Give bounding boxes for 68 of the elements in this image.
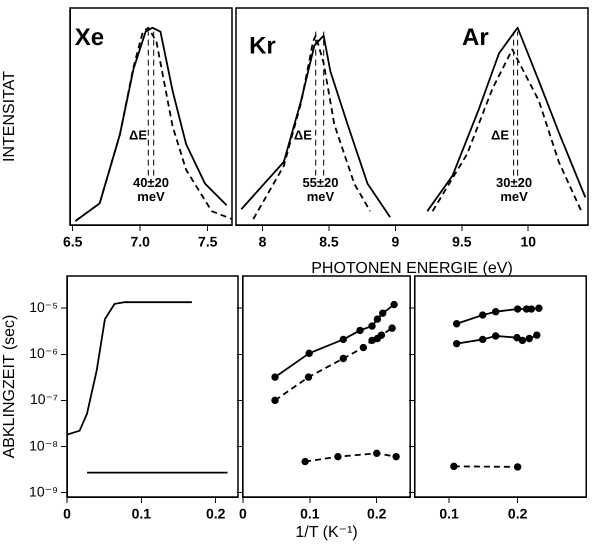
point (452, 340, 460, 348)
x-tick-label: 0 (63, 505, 72, 522)
annotation: ΔE (490, 128, 510, 143)
annotation: ΔE (294, 128, 312, 143)
point (368, 336, 376, 344)
point (452, 320, 460, 328)
point (271, 373, 279, 381)
x-tick-label: 9 (392, 233, 400, 250)
point (450, 462, 458, 470)
x-tick-label: 0.2 (508, 505, 528, 522)
annotation: 55±20 meV (302, 174, 339, 204)
point (528, 305, 536, 313)
point (533, 331, 541, 339)
point (340, 354, 347, 362)
point (368, 322, 376, 330)
x-tick-label: 0.1 (439, 505, 460, 522)
point (492, 308, 500, 316)
point (392, 452, 400, 460)
x-tick-label: 0 (238, 505, 247, 522)
point (518, 336, 526, 344)
annotation: Ar (462, 24, 489, 52)
x-tick-label: 8 (258, 233, 267, 250)
annotation: 40±20 meV (132, 174, 170, 204)
point (374, 315, 382, 323)
x-tick-label: 0.1 (300, 505, 320, 522)
point (492, 332, 500, 340)
point (373, 450, 380, 458)
x-axis-title: PHOTONEN ENERGIE (eV) (311, 260, 513, 277)
x-tick-label: 7.0 (130, 233, 150, 250)
x-tick-label: 0.1 (132, 505, 152, 522)
point (356, 326, 364, 334)
point (513, 334, 521, 342)
point (304, 373, 312, 381)
annotation: 30±20 meV (496, 174, 532, 204)
point (514, 305, 522, 313)
y-tick-label: 10⁻⁷ (30, 391, 58, 408)
y-tick-label: 10⁻⁸ (29, 437, 58, 454)
point (379, 309, 386, 317)
point (378, 331, 386, 339)
point (478, 336, 486, 344)
point (390, 300, 398, 308)
y-axis-title: ABKLINGZEIT (sec) (1, 314, 18, 458)
x-tick-label: 10 (520, 233, 536, 250)
point (271, 396, 279, 404)
x-axis-title: 1/T (K⁻¹) (295, 524, 358, 541)
annotation: Xe (74, 24, 104, 52)
point (340, 336, 347, 344)
x-tick-label: 8.5 (319, 233, 339, 250)
y-axis-title: INTENSITAT (1, 70, 18, 162)
point (526, 334, 533, 342)
point (305, 350, 313, 358)
annotation: Kr (249, 32, 276, 60)
point (360, 344, 368, 352)
x-tick-label: 0.2 (367, 505, 387, 522)
point (535, 304, 543, 312)
x-tick-label: 0.2 (206, 505, 226, 522)
x-tick-label: 6.5 (62, 233, 83, 250)
point (388, 324, 396, 332)
y-tick-label: 10⁻⁵ (29, 299, 58, 316)
point (514, 463, 522, 471)
x-tick-label: 7.5 (198, 233, 218, 250)
y-tick-label: 10⁻⁹ (29, 483, 58, 500)
point (334, 452, 342, 460)
y-tick-label: 10⁻⁶ (29, 345, 58, 362)
annotation: ΔE (129, 128, 148, 143)
point (301, 458, 309, 466)
x-tick-label: 9.5 (452, 233, 472, 250)
point (478, 311, 486, 319)
